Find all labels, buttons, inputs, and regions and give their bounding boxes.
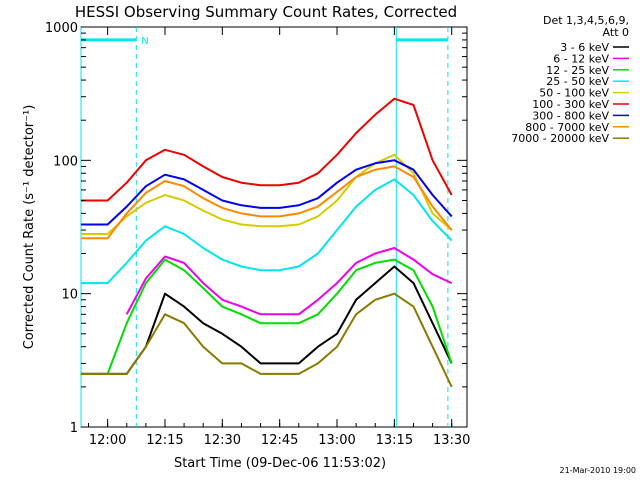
series-lines bbox=[80, 97, 453, 388]
y-tick-label-3: 1000 bbox=[45, 21, 78, 36]
legend-label-4: 50 - 100 keV bbox=[539, 87, 609, 100]
legend-title-line-2: Att 0 bbox=[603, 26, 629, 39]
legend-label-0: 3 - 6 keV bbox=[560, 41, 609, 54]
legend-title-line-1: Det 1,3,4,5,6,9, bbox=[543, 14, 629, 27]
legend-label-7: 800 - 7000 keV bbox=[525, 121, 609, 134]
x-tick-label-1: 12:15 bbox=[146, 433, 183, 448]
x-tick-label-4: 13:00 bbox=[318, 433, 355, 448]
y-ticks: 1 10 100 1000 bbox=[45, 21, 467, 436]
x-tick-label-0: 12:00 bbox=[89, 433, 126, 448]
series-line-3 bbox=[80, 178, 453, 285]
series-line-4 bbox=[80, 153, 453, 235]
y-tick-label-2: 100 bbox=[53, 154, 78, 169]
series-line-0 bbox=[80, 265, 453, 375]
x-tick-label-2: 12:30 bbox=[204, 433, 241, 448]
series-line-2 bbox=[80, 258, 453, 375]
x-tick-label-6: 13:30 bbox=[433, 433, 470, 448]
legend-label-2: 12 - 25 keV bbox=[546, 64, 609, 77]
chart-title: HESSI Observing Summary Count Rates, Cor… bbox=[75, 3, 457, 21]
series-line-7 bbox=[80, 165, 453, 240]
y-axis-label: Corrected Count Rate (s⁻¹ detector⁻¹) bbox=[22, 105, 37, 350]
x-axis-label: Start Time (09-Dec-06 11:53:02) bbox=[174, 456, 386, 471]
legend-label-1: 6 - 12 keV bbox=[553, 52, 609, 65]
x-tick-label-3: 12:45 bbox=[261, 433, 298, 448]
y-tick-label-0: 1 bbox=[70, 421, 78, 436]
footer-timestamp: 21-Mar-2010 19:00 bbox=[560, 466, 637, 475]
legend-label-6: 300 - 800 keV bbox=[532, 109, 609, 122]
legend-label-5: 100 - 300 keV bbox=[532, 98, 609, 111]
series-line-5 bbox=[80, 97, 453, 202]
series-line-8 bbox=[80, 292, 453, 388]
series-line-1 bbox=[125, 247, 453, 316]
x-ticks: 12:00 12:15 12:30 12:45 13:00 13:15 13:30 bbox=[88, 27, 470, 448]
legend-label-8: 7000 - 20000 keV bbox=[511, 132, 609, 145]
night-marker-label: N bbox=[141, 36, 148, 47]
legend-label-3: 25 - 50 keV bbox=[546, 75, 609, 88]
x-tick-label-5: 13:15 bbox=[376, 433, 413, 448]
series-line-6 bbox=[80, 159, 453, 226]
y-tick-label-1: 10 bbox=[61, 288, 78, 303]
plot-area: N 12:00 12:15 12:30 12:45 13:00 13:15 13:30 11… bbox=[45, 21, 471, 448]
